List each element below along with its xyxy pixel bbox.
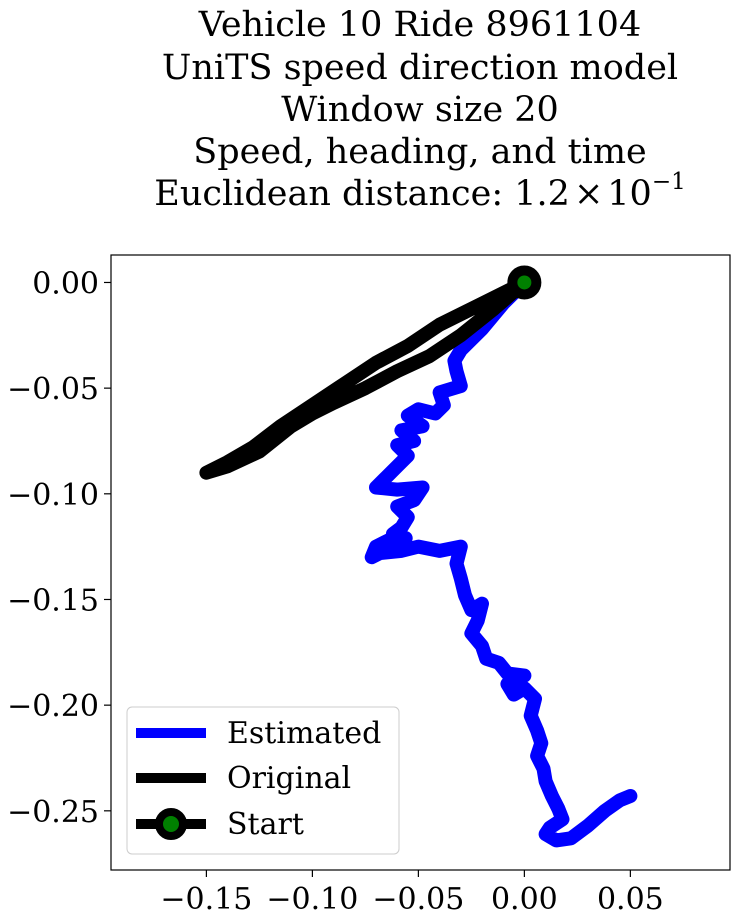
title-distance-base: 10 [607, 174, 652, 214]
legend-box [126, 706, 400, 855]
title-line-2: UniTS speed direction model [162, 48, 678, 88]
legend: Estimated Original Start [126, 706, 400, 855]
start-layer [507, 265, 542, 300]
chart-title: Vehicle 10 Ride 8961104 UniTS speed dire… [154, 5, 685, 214]
x-tick-label: −0.10 [266, 882, 358, 917]
y-tick-label: −0.25 [7, 795, 99, 830]
title-line-3: Window size 20 [281, 90, 559, 130]
x-tick-label: −0.15 [160, 882, 252, 917]
legend-estimated-label: Estimated [227, 716, 381, 751]
series-layer [199, 275, 638, 848]
title-line-5: Euclidean distance: 1.2 × 10−1 [154, 169, 685, 214]
title-line-4: Speed, heading, and time [193, 132, 646, 172]
start-point-marker [507, 265, 542, 300]
y-tick-label: −0.05 [7, 372, 99, 407]
x-tick-label: −0.05 [372, 882, 464, 917]
plot-frame [110, 254, 731, 871]
title-distance-times: × [574, 174, 603, 214]
title-distance-mantissa: 1.2 [514, 174, 570, 214]
y-axis: 0.00 −0.05 −0.10 −0.15 −0.20 −0.25 [7, 266, 111, 830]
title-distance-exponent: −1 [652, 169, 686, 195]
series-estimated-line [364, 275, 638, 848]
x-tick-label: 0.05 [597, 882, 664, 917]
y-tick-label: −0.15 [7, 583, 99, 618]
legend-start-label: Start [227, 807, 304, 842]
series-original-line [199, 275, 532, 480]
y-tick-label: −0.10 [7, 478, 99, 513]
x-axis: −0.15 −0.10 −0.05 0.00 0.05 [160, 870, 664, 917]
title-line-1: Vehicle 10 Ride 8961104 [198, 5, 641, 45]
legend-original-label: Original [227, 761, 351, 796]
title-distance-label: Euclidean distance: [154, 174, 514, 214]
plot-area [110, 254, 731, 871]
legend-start-swatch-marker [155, 808, 187, 840]
y-tick-label: 0.00 [32, 266, 99, 301]
y-tick-label: −0.20 [7, 689, 99, 724]
x-tick-label: 0.00 [491, 882, 558, 917]
